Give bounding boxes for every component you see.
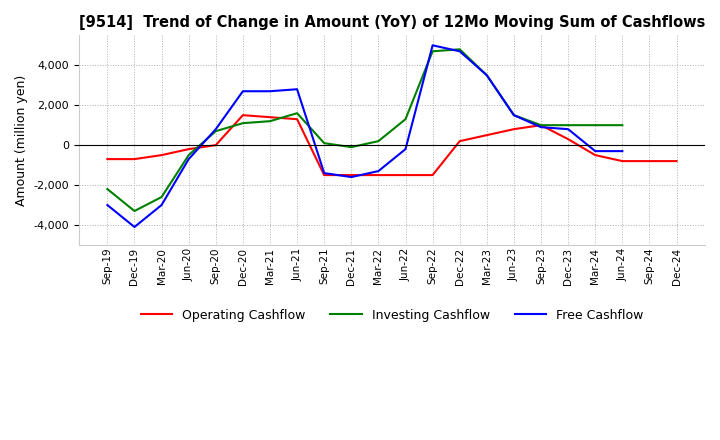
Investing Cashflow: [157, 194, 166, 200]
Operating Cashflow: [130, 157, 139, 162]
Free Cashflow: [347, 174, 356, 180]
Investing Cashflow: [130, 209, 139, 214]
Investing Cashflow: [428, 49, 437, 54]
Operating Cashflow: [510, 127, 518, 132]
Investing Cashflow: [320, 140, 328, 146]
Y-axis label: Amount (million yen): Amount (million yen): [15, 74, 28, 206]
Free Cashflow: [103, 202, 112, 208]
Investing Cashflow: [564, 122, 572, 128]
Free Cashflow: [320, 170, 328, 176]
Line: Operating Cashflow: Operating Cashflow: [107, 115, 677, 175]
Operating Cashflow: [482, 132, 491, 138]
Free Cashflow: [455, 49, 464, 54]
Free Cashflow: [428, 43, 437, 48]
Operating Cashflow: [591, 153, 600, 158]
Operating Cashflow: [293, 117, 302, 122]
Line: Free Cashflow: Free Cashflow: [107, 45, 622, 227]
Free Cashflow: [536, 125, 545, 130]
Investing Cashflow: [212, 128, 220, 134]
Free Cashflow: [401, 147, 410, 152]
Free Cashflow: [212, 127, 220, 132]
Investing Cashflow: [591, 122, 600, 128]
Investing Cashflow: [103, 187, 112, 192]
Free Cashflow: [374, 169, 383, 174]
Operating Cashflow: [564, 136, 572, 142]
Operating Cashflow: [455, 139, 464, 144]
Free Cashflow: [266, 88, 274, 94]
Investing Cashflow: [184, 153, 193, 158]
Free Cashflow: [591, 148, 600, 154]
Operating Cashflow: [238, 113, 247, 118]
Free Cashflow: [510, 113, 518, 118]
Operating Cashflow: [374, 172, 383, 178]
Investing Cashflow: [293, 110, 302, 116]
Investing Cashflow: [510, 113, 518, 118]
Free Cashflow: [618, 148, 626, 154]
Operating Cashflow: [266, 114, 274, 120]
Operating Cashflow: [672, 158, 681, 164]
Investing Cashflow: [401, 117, 410, 122]
Operating Cashflow: [645, 158, 654, 164]
Operating Cashflow: [184, 147, 193, 152]
Operating Cashflow: [157, 153, 166, 158]
Investing Cashflow: [238, 121, 247, 126]
Free Cashflow: [482, 73, 491, 78]
Operating Cashflow: [320, 172, 328, 178]
Operating Cashflow: [103, 157, 112, 162]
Investing Cashflow: [347, 144, 356, 150]
Investing Cashflow: [618, 122, 626, 128]
Free Cashflow: [238, 88, 247, 94]
Operating Cashflow: [536, 122, 545, 128]
Investing Cashflow: [536, 122, 545, 128]
Investing Cashflow: [266, 118, 274, 124]
Operating Cashflow: [618, 158, 626, 164]
Title: [9514]  Trend of Change in Amount (YoY) of 12Mo Moving Sum of Cashflows: [9514] Trend of Change in Amount (YoY) o…: [78, 15, 705, 30]
Investing Cashflow: [455, 47, 464, 52]
Free Cashflow: [157, 202, 166, 208]
Legend: Operating Cashflow, Investing Cashflow, Free Cashflow: Operating Cashflow, Investing Cashflow, …: [135, 304, 648, 327]
Operating Cashflow: [401, 172, 410, 178]
Free Cashflow: [130, 224, 139, 230]
Free Cashflow: [293, 87, 302, 92]
Operating Cashflow: [347, 172, 356, 178]
Investing Cashflow: [374, 139, 383, 144]
Operating Cashflow: [212, 143, 220, 148]
Line: Investing Cashflow: Investing Cashflow: [107, 49, 622, 211]
Free Cashflow: [564, 127, 572, 132]
Operating Cashflow: [428, 172, 437, 178]
Free Cashflow: [184, 157, 193, 162]
Investing Cashflow: [482, 73, 491, 78]
